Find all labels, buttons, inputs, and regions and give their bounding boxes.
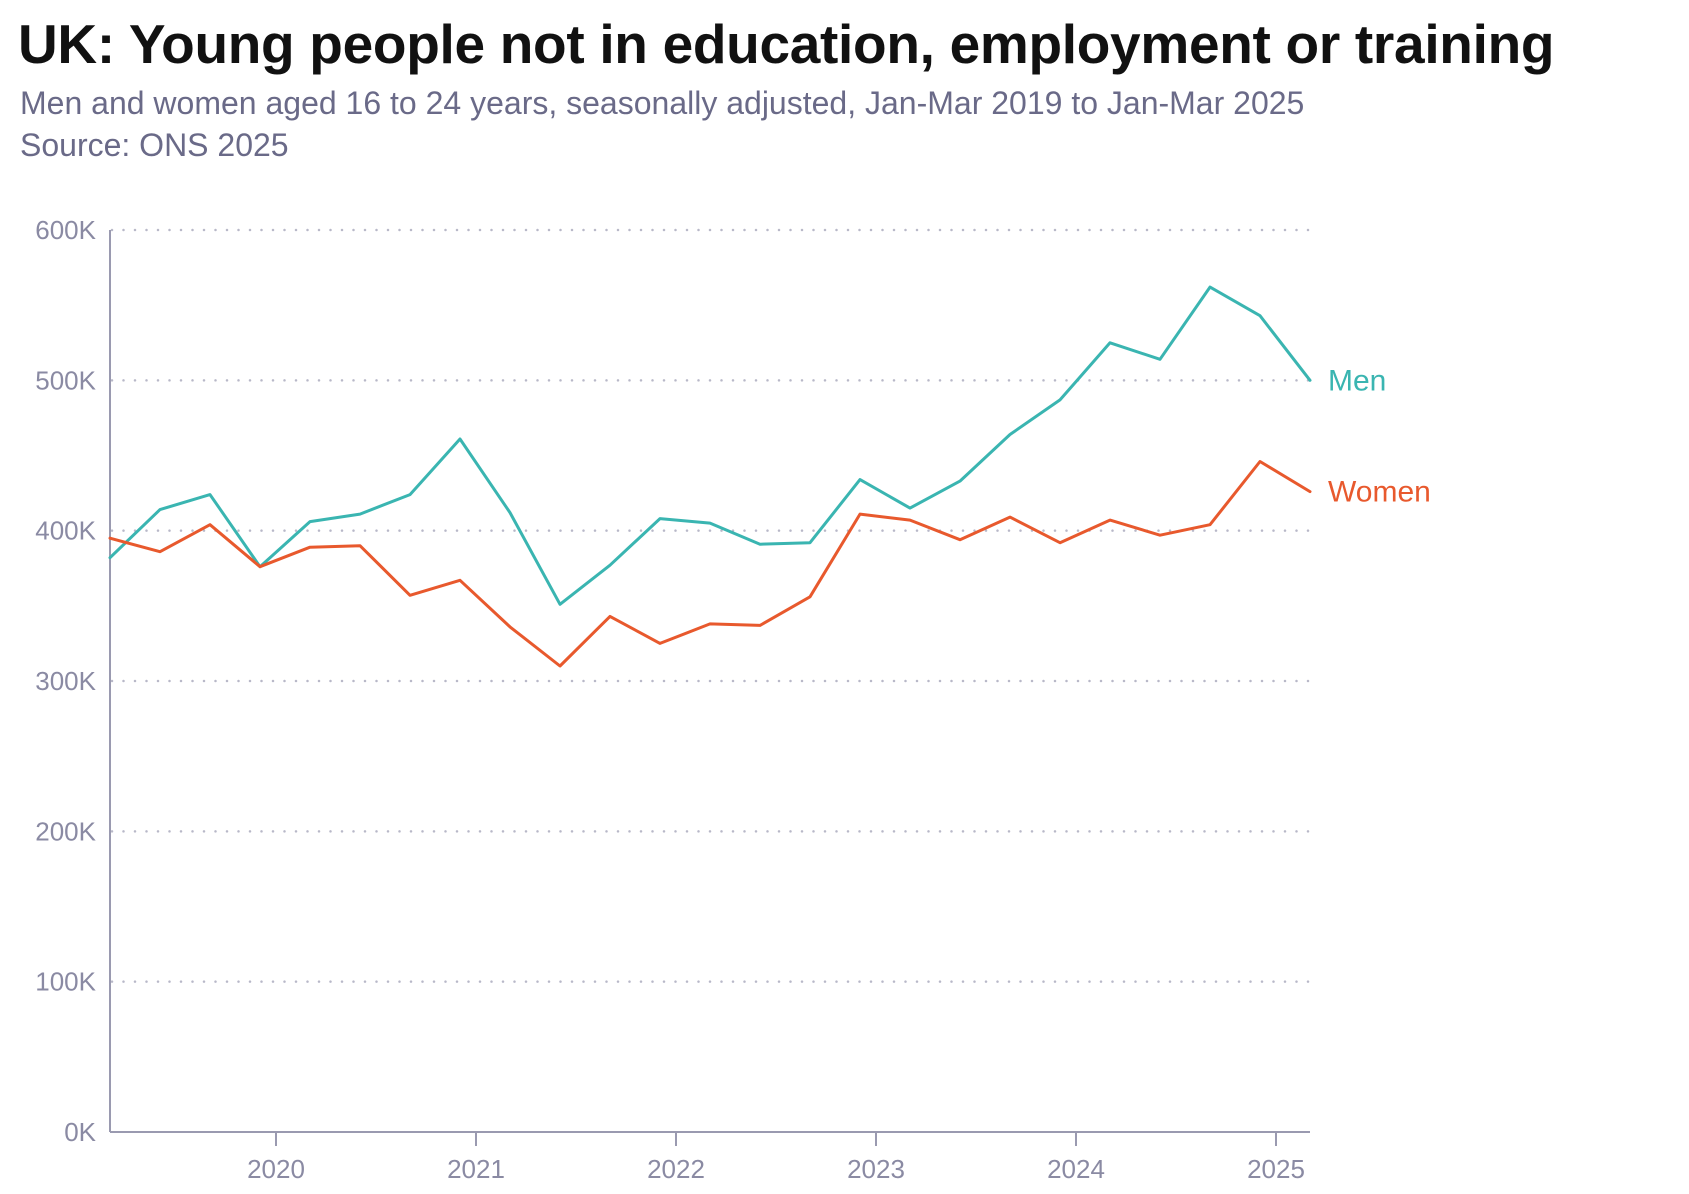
chart-source: Source: ONS 2025 [20,127,289,163]
y-tick-label: 100K [35,967,96,997]
series-line-men [108,285,1312,606]
y-tick-label: 300K [35,666,96,696]
x-tick-label: 2024 [1047,1154,1105,1184]
y-tick-label: 500K [35,365,96,395]
y-axis-ticks: 0K 100K 200K 300K 400K 500K 600K [35,215,96,1147]
chart-subtitle: Men and women aged 16 to 24 years, seaso… [20,85,1305,121]
series-label-men: Men [1328,364,1386,397]
y-tick-label: 200K [35,816,96,846]
x-axis-ticks: 2020 2021 2022 2023 2024 2025 [247,1132,1305,1184]
chart-title: UK: Young people not in education, emplo… [18,13,1555,75]
y-tick-label: 600K [35,215,96,245]
gridlines [110,228,1312,983]
x-tick-label: 2025 [1247,1154,1305,1184]
x-tick-label: 2020 [247,1154,305,1184]
x-tick-label: 2021 [447,1154,505,1184]
y-tick-label: 400K [35,516,96,546]
y-tick-label: 0K [64,1117,96,1147]
x-tick-label: 2022 [647,1154,705,1184]
series-line-women [108,460,1312,668]
x-tick-label: 2023 [847,1154,905,1184]
series-label-women: Women [1328,476,1431,509]
series-lines: Men Women [108,285,1431,668]
